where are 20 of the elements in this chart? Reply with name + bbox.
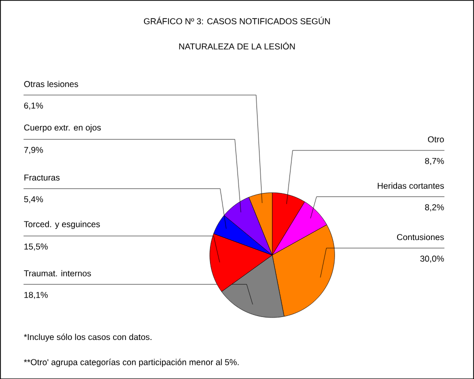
slice-label: Heridas cortantes (378, 182, 444, 189)
data-label: 6,1% (24, 102, 43, 110)
slice-label: Torced. y esguinces (24, 220, 100, 229)
text: **Otro' agrupa categorías con participación menor al 5%. (24, 358, 239, 367)
data-label: 18,1% (24, 292, 48, 299)
data-label: 30,0% (420, 255, 444, 263)
data-label: 8,7% (425, 158, 444, 165)
slice-label: Cuerpo extr. en ojos (24, 124, 101, 132)
data-label: 15,5% (24, 243, 48, 250)
data-label: 7,9% (24, 146, 43, 154)
text: *Incluye sólo los casos con datos. (24, 333, 152, 342)
data-label: 5,4% (24, 196, 43, 204)
data-label: 8,2% (425, 204, 444, 212)
chart-title: GRÁFICO Nº 3: CASOS NOTIFICADOS SEGÚN (144, 16, 330, 24)
slice-label: Fracturas (24, 174, 60, 180)
chart-subtitle: NATURALEZA DE LA LESIÓN (179, 42, 295, 50)
slice-label: Otro (428, 136, 444, 142)
slice-label: Traumat. internos (24, 270, 91, 276)
slice-label: Otras lesiones (24, 80, 78, 87)
slice-label: Contusiones (397, 234, 444, 240)
